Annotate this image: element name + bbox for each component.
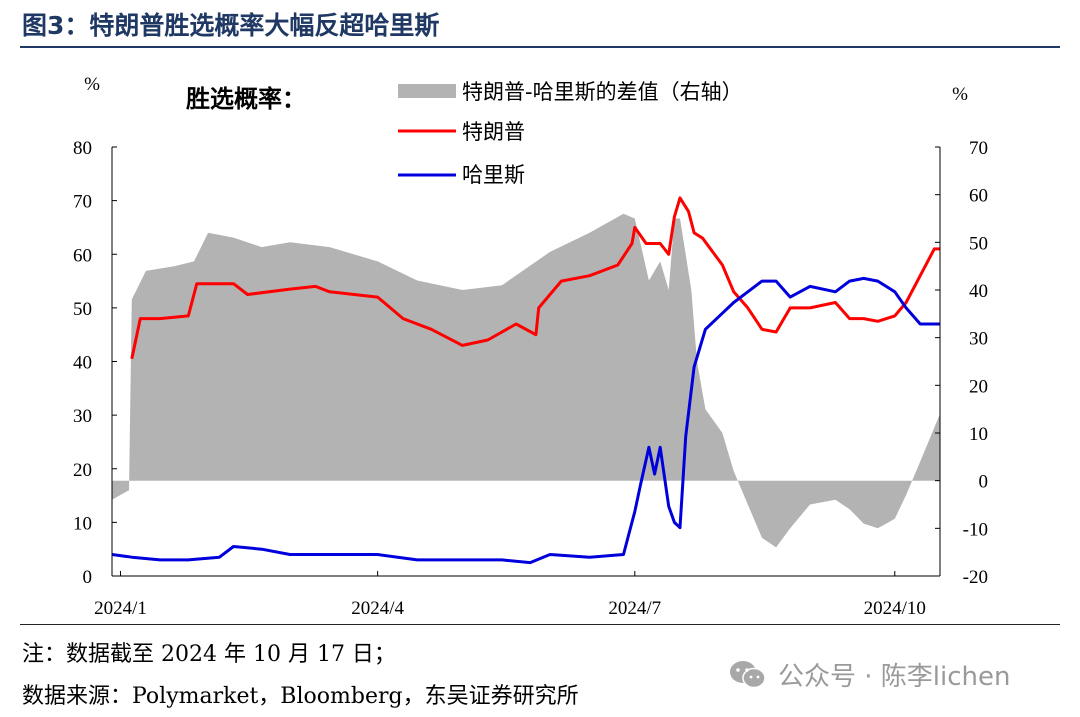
trump-line (130, 196, 940, 360)
spread-area (112, 213, 940, 548)
harris-line (111, 276, 940, 565)
right-tick-label: 10 (969, 424, 988, 445)
left-tick-label: 20 (73, 460, 92, 481)
right-tick-label: 20 (969, 376, 988, 397)
x-tick-label: 2024/4 (351, 598, 404, 619)
x-tick-label: 2024/10 (864, 598, 926, 619)
title-rule (20, 46, 1060, 48)
left-tick-label: 30 (73, 406, 92, 427)
watermark-text: 公众号 · 陈李lichen (778, 662, 1011, 692)
left-tick-label: 80 (73, 138, 92, 159)
right-tick-label: 30 (969, 329, 988, 350)
legend-label-spread: 特朗普-哈里斯的差值（右轴） (462, 80, 743, 104)
left-tick-label: 70 (73, 192, 92, 213)
left-tick-label: 10 (73, 513, 92, 534)
legend-label-harris: 哈里斯 (462, 163, 525, 187)
x-tick-label: 2024/7 (608, 598, 661, 619)
wechat-icon (730, 660, 766, 688)
legend-swatch-spread (398, 84, 456, 98)
left-tick-label: 40 (73, 353, 92, 374)
left-tick-label: 50 (73, 299, 92, 320)
left-unit-label: % (84, 74, 100, 95)
left-tick-label: 0 (83, 567, 93, 588)
figure-source: 数据来源：Polymarket，Bloomberg，东吴证券研究所 (22, 684, 579, 709)
right-tick-label: -20 (963, 567, 988, 588)
figure-title: 图3：特朗普胜选概率大幅反超哈里斯 (22, 11, 440, 40)
watermark: 公众号 · 陈李lichen (728, 656, 1011, 693)
bottom-rule (20, 624, 1060, 625)
right-tick-label: 50 (969, 233, 988, 254)
chart: 0 10 20 30 40 50 60 70 80 -20 -10 0 10 20 30 40 50 60 70 20… (73, 74, 989, 619)
chart-label: 胜选概率： (186, 85, 306, 113)
x-tick-label: 2024/1 (94, 598, 147, 619)
figure-note: 注：数据截至 2024 年 10 月 17 日； (22, 642, 396, 667)
right-tick-label: 0 (979, 472, 989, 493)
right-tick-label: 70 (969, 138, 988, 159)
right-unit-label: % (952, 84, 968, 105)
left-tick-label: 60 (73, 245, 92, 266)
right-tick-label: 40 (969, 281, 988, 302)
right-tick-label: -10 (963, 519, 988, 540)
right-tick-label: 60 (969, 186, 988, 207)
legend-label-trump: 特朗普 (462, 120, 525, 144)
